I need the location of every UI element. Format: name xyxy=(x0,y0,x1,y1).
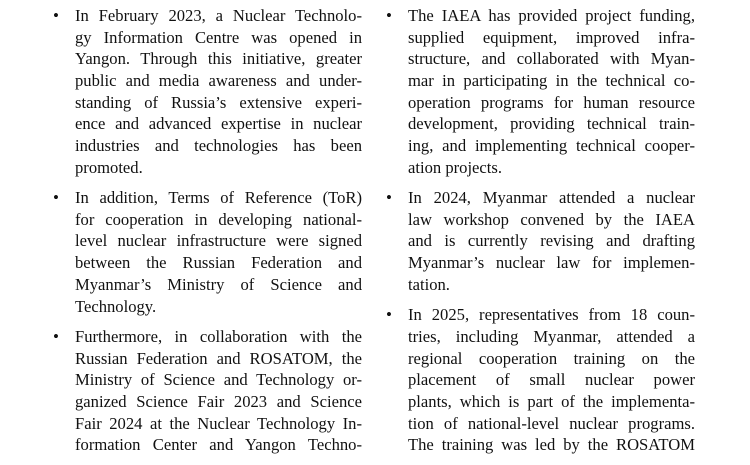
text-line: plants, which is part of the implementa- xyxy=(408,391,695,411)
text-line: tion of national-level nuclear programs. xyxy=(408,413,695,433)
text-line: Fair 2024 at the Nuclear Technology In- xyxy=(75,413,362,433)
text-line: placement of small nuclear power xyxy=(408,370,695,390)
text-line: Myanmar’s Ministry of Science and xyxy=(75,274,362,294)
text-line: Myanmar’s nuclear law for implemen- xyxy=(408,253,695,273)
text-line: for cooperation in developing national- xyxy=(75,209,362,229)
text-line: between the Russian Federation and xyxy=(75,253,362,273)
text-line: standing of Russia’s extensive experi- xyxy=(75,92,362,112)
text-line: Furthermore, in collaboration with the xyxy=(75,326,362,346)
text-line: tries, including Myanmar, attended a xyxy=(408,326,695,346)
bullet-item: • Furthermore, in collaboration with the R… xyxy=(53,326,362,456)
text-line: ence and advanced expertise in nuclear xyxy=(75,114,362,134)
text-line: structure, and collaborated with Myan- xyxy=(408,49,695,69)
bullet-item: • In 2025, representatives from 18 coun-t… xyxy=(386,304,695,456)
text-line: Ministry of Science and Technology or- xyxy=(75,370,362,390)
text-line: regional cooperation training on the xyxy=(408,348,695,368)
text-line: Russian Federation and ROSATOM, the xyxy=(75,348,362,368)
text-line: In 2025, representatives from 18 coun- xyxy=(408,305,695,325)
right-column: • The IAEA has provided project funding, s… xyxy=(386,5,695,465)
text-line: Technology. xyxy=(75,296,157,316)
text-line: gy Information Centre was opened in xyxy=(75,27,362,47)
left-column: • In February 2023, a Nuclear Technolo-gy… xyxy=(53,5,362,465)
bullet-item: • The IAEA has provided project funding, s… xyxy=(386,5,695,179)
text-line: ganized Science Fair 2023 and Science xyxy=(75,391,362,411)
text-line: In 2024, Myanmar attended a nuclear xyxy=(408,188,695,208)
text-line: level nuclear infrastructure were signed xyxy=(75,231,362,251)
text-line: In addition, Terms of Reference (ToR) xyxy=(75,188,362,208)
text-line: formation Center and Yangon Techno- xyxy=(75,435,362,455)
text-line: The IAEA has provided project funding, xyxy=(408,6,695,25)
text-line: promoted. xyxy=(75,157,143,177)
text-line: operation programs for human resource xyxy=(408,92,695,112)
text-line: In February 2023, a Nuclear Technolo- xyxy=(75,6,362,25)
bullet-item: • In 2024, Myanmar attended a nuclear law … xyxy=(386,187,695,295)
text-line: industries and technologies has been xyxy=(75,136,362,156)
text-line: The training was led by the ROSATOM xyxy=(408,435,695,455)
text-line: law workshop convened by the IAEA xyxy=(408,209,695,229)
bullet-icon: • xyxy=(53,326,59,346)
text-line: supplied equipment, improved infra- xyxy=(408,27,695,47)
bullet-icon: • xyxy=(53,188,59,208)
text-line: tation. xyxy=(408,274,450,294)
bullet-icon: • xyxy=(386,6,392,25)
text-line: development, providing technical train- xyxy=(408,114,695,134)
bullet-item: • In February 2023, a Nuclear Technolo-gy… xyxy=(53,5,362,179)
text-line: ing, and implementing technical cooper- xyxy=(408,136,695,156)
text-line: mar in participating in the technical co… xyxy=(408,71,695,91)
bullet-item: • In addition, Terms of Reference (ToR) fo… xyxy=(53,187,362,317)
bullet-icon: • xyxy=(53,6,59,25)
bullet-icon: • xyxy=(386,188,392,208)
bullet-icon: • xyxy=(386,305,392,325)
text-line: ation projects. xyxy=(408,157,503,177)
text-line: and is currently revising and drafting xyxy=(408,231,695,251)
text-line: Yangon. Through this initiative, greater xyxy=(75,49,362,69)
text-line: public and media awareness and under- xyxy=(75,71,362,91)
